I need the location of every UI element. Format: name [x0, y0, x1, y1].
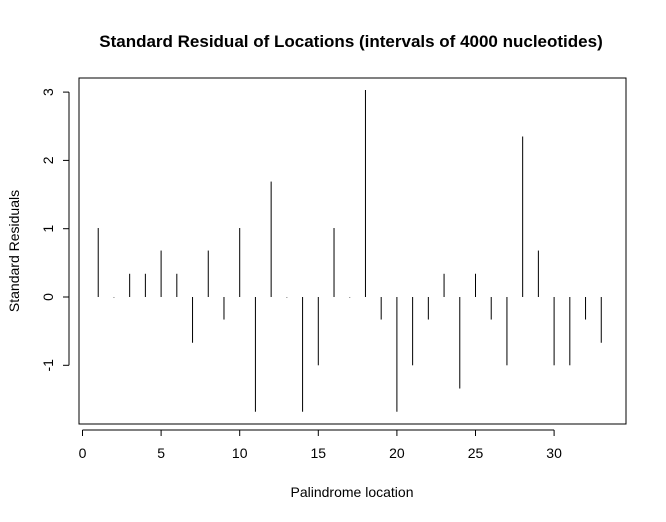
y-tick-label-1: 1: [40, 225, 56, 233]
y-axis: -1 0 1 2 3: [40, 88, 70, 372]
x-axis-label: Palindrome location: [291, 484, 414, 500]
x-tick-label-0: 0: [79, 445, 87, 461]
y-tick-label-3: 3: [40, 88, 56, 96]
bars-group: [97, 90, 602, 412]
x-tick-label-5: 5: [157, 445, 165, 461]
x-tick-label-30: 30: [546, 445, 562, 461]
x-tick-label-25: 25: [468, 445, 484, 461]
y-tick-label-2: 2: [40, 156, 56, 164]
x-axis: 0 5 10 15 20 25 30: [79, 429, 562, 461]
plot-frame: [78, 77, 627, 425]
x-tick-label-20: 20: [389, 445, 405, 461]
y-tick-label--1: -1: [40, 359, 56, 372]
y-tick-label-0: 0: [40, 293, 56, 301]
chart-title: Standard Residual of Locations (interval…: [99, 32, 603, 51]
y-axis-label: Standard Residuals: [6, 190, 22, 312]
x-tick-label-15: 15: [311, 445, 327, 461]
x-tick-label-10: 10: [232, 445, 248, 461]
